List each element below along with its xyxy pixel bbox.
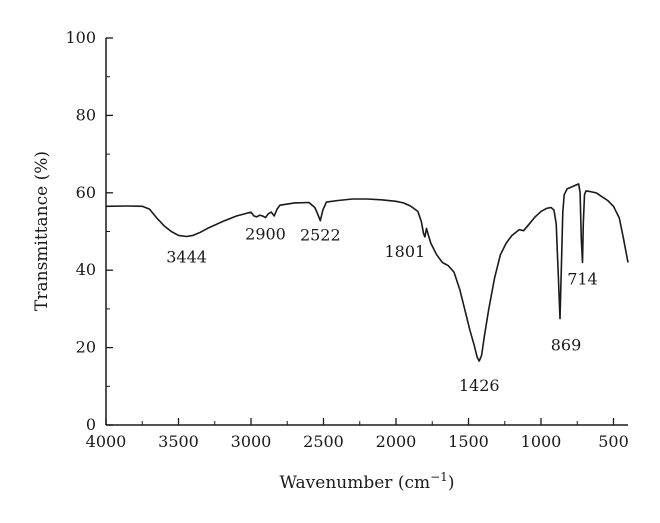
y-tick-label: 40 [76,260,96,279]
y-tick-label: 100 [65,28,96,47]
x-tick-label: 4000 [86,432,127,451]
peak-label-2900: 2900 [245,225,286,244]
x-tick-label: 3500 [158,432,199,451]
peak-label-1801: 1801 [384,242,425,261]
x-axis-title-close: ) [448,473,455,493]
peak-label-2522: 2522 [300,226,341,245]
x-tick-label: 2500 [303,432,344,451]
x-tick-label: 500 [598,432,629,451]
x-tick-label: 2000 [376,432,417,451]
plot-frame [105,38,628,426]
peak-label-1426: 1426 [459,376,500,395]
y-tick-label: 20 [76,338,96,357]
peak-label-714: 714 [567,269,598,288]
x-axis-title-superscript: −1 [430,470,448,484]
x-axis-title: Wavenumber (cm−1) [280,470,455,493]
y-tick-label: 80 [76,105,96,124]
y-tick-label: 0 [86,415,96,434]
x-tick-label: 1000 [521,432,562,451]
peak-annotations: 3444 2900 2522 1801 1426 869 714 [166,225,597,396]
peak-label-869: 869 [551,336,582,355]
x-tick-label: 3000 [231,432,272,451]
series-layer [105,183,629,362]
y-axis-title: Transmittance (%) [32,151,52,311]
y-ticks: 0 20 40 60 80 100 [65,28,113,434]
spectrum-line [105,183,629,362]
x-tick-label: 1500 [448,432,489,451]
x-axis-title-main: Wavenumber (cm [280,473,431,493]
peak-label-3444: 3444 [166,248,207,267]
x-ticks: 4000 3500 3000 2500 2000 1500 1000 500 [86,418,629,451]
y-tick-label: 60 [76,183,96,202]
